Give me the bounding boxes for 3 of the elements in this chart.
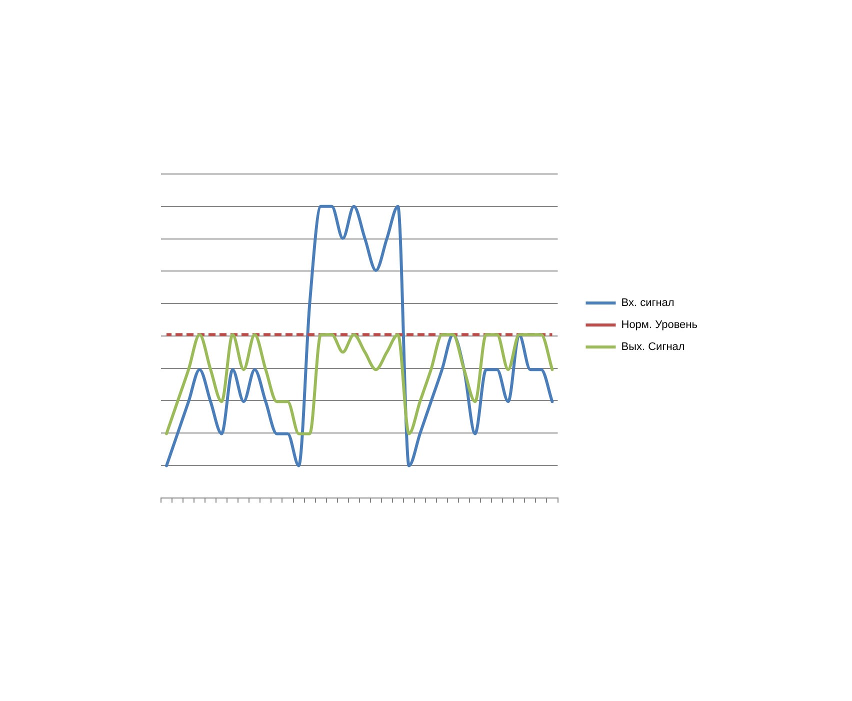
legend-label: Норм. Уровень <box>621 319 698 332</box>
legend-label: Вх. сигнал <box>621 297 674 310</box>
legend-label: Вых. Сигнал <box>621 341 685 354</box>
